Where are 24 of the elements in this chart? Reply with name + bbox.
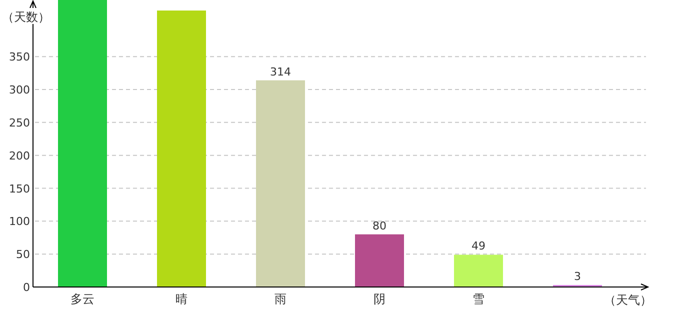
data-label: 49	[472, 240, 486, 253]
data-label: 314	[270, 65, 291, 78]
data-label: 80	[372, 219, 386, 232]
y-tick-label: 0	[23, 281, 30, 294]
x-tick-label: 雨	[274, 292, 286, 306]
y-tick-label: 350	[9, 50, 30, 64]
x-axis-title: （天气）	[604, 293, 652, 307]
bar	[256, 80, 305, 287]
bar	[157, 10, 206, 287]
x-tick-label: 阴	[374, 292, 386, 306]
y-tick-label: 200	[9, 149, 30, 162]
bar	[58, 0, 107, 287]
y-axis-title: （天数）	[2, 10, 50, 24]
bar	[355, 234, 404, 287]
bar	[454, 254, 503, 287]
y-tick-label: 250	[9, 116, 30, 130]
x-tick-label: 多云	[70, 292, 94, 306]
y-tick-label: 300	[9, 84, 30, 97]
y-tick-label: 150	[9, 182, 30, 196]
data-label: 3	[574, 270, 581, 284]
x-tick-label: 雪	[472, 292, 484, 306]
x-tick-label: 晴	[176, 292, 188, 306]
y-tick-label: 50	[16, 248, 30, 262]
y-tick-label: 100	[9, 215, 30, 228]
